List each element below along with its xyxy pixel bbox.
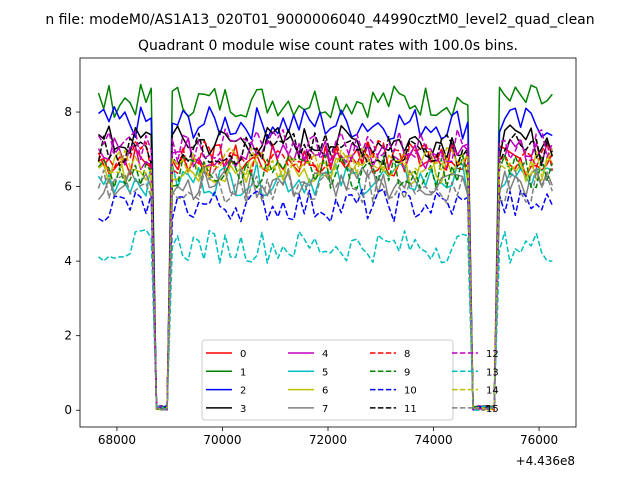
chart-title: Quadrant 0 module wise count rates with …: [138, 38, 518, 54]
legend-label-13: 13: [486, 367, 499, 378]
y-tick-label: 2: [64, 329, 72, 343]
legend-label-3: 3: [240, 404, 246, 415]
legend-label-9: 9: [404, 367, 410, 378]
series-line-13: [98, 229, 553, 411]
y-tick-label: 8: [64, 105, 72, 119]
legend-label-14: 14: [486, 386, 499, 397]
legend-label-12: 12: [486, 349, 499, 360]
legend-label-2: 2: [240, 386, 246, 397]
series-line-12: [97, 128, 553, 411]
legend-label-15: 15: [486, 404, 499, 415]
y-tick-label: 4: [64, 254, 72, 268]
figure-suptitle: n file: modeM0/AS1A13_020T01_9000006040_…: [45, 12, 594, 28]
y-tick-label: 0: [64, 403, 72, 417]
x-tick-label: 76000: [520, 433, 558, 447]
legend-label-4: 4: [322, 349, 328, 360]
legend-label-11: 11: [404, 404, 417, 415]
legend-label-8: 8: [404, 349, 410, 360]
x-offset-label: +4.436e8: [516, 454, 575, 468]
x-tick-label: 74000: [414, 433, 452, 447]
legend-label-1: 1: [240, 367, 246, 378]
series-line-8: [97, 139, 554, 411]
axes: 68000 70000 72000 74000 76000 0 2 4 6 8: [64, 57, 577, 447]
legend-label-5: 5: [322, 367, 328, 378]
x-tick-label: 72000: [309, 433, 347, 447]
legend-label-6: 6: [322, 386, 328, 397]
legend-label-7: 7: [322, 404, 328, 415]
x-tick-label: 68000: [98, 433, 136, 447]
legend-box: [201, 339, 454, 421]
y-tick-label: 6: [64, 180, 72, 194]
legend-label-0: 0: [240, 349, 246, 360]
legend-label-10: 10: [404, 386, 417, 397]
series-line-9: [97, 154, 554, 410]
x-tick-label: 70000: [203, 433, 241, 447]
